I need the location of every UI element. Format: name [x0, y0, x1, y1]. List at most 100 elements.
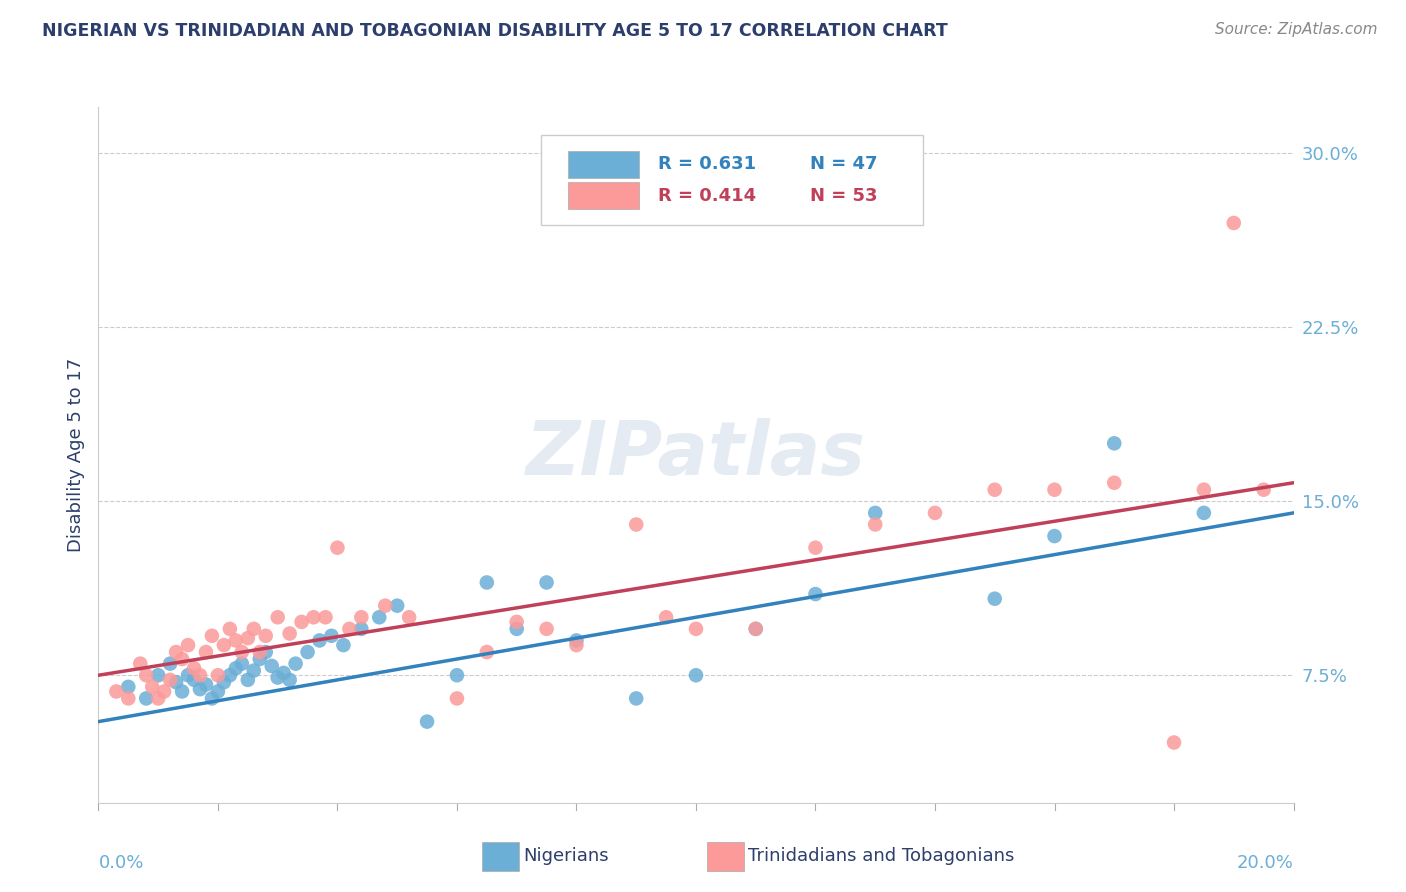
Point — [225, 633, 247, 648]
Point — [165, 675, 187, 690]
Point — [201, 629, 224, 643]
Point — [1104, 436, 1126, 450]
Point — [506, 615, 529, 629]
Point — [183, 673, 205, 687]
Point — [188, 682, 211, 697]
Point — [254, 645, 277, 659]
Text: N = 47: N = 47 — [810, 155, 877, 173]
Point — [565, 638, 588, 652]
Point — [278, 673, 301, 687]
Point — [398, 610, 420, 624]
Point — [284, 657, 307, 671]
Point — [135, 668, 157, 682]
Point — [231, 645, 253, 659]
Point — [212, 675, 235, 690]
Point — [290, 615, 312, 629]
Point — [1253, 483, 1275, 497]
Point — [219, 668, 242, 682]
Point — [260, 659, 283, 673]
Point — [212, 638, 235, 652]
Point — [207, 684, 229, 698]
Text: Source: ZipAtlas.com: Source: ZipAtlas.com — [1215, 22, 1378, 37]
Point — [249, 645, 271, 659]
Text: R = 0.631: R = 0.631 — [658, 155, 756, 173]
Point — [165, 645, 187, 659]
Point — [207, 668, 229, 682]
Point — [117, 691, 139, 706]
Point — [475, 645, 498, 659]
Point — [159, 673, 181, 687]
Point — [273, 665, 295, 680]
Text: 20.0%: 20.0% — [1237, 854, 1294, 871]
Point — [225, 661, 247, 675]
Point — [655, 610, 678, 624]
Point — [183, 661, 205, 675]
Point — [302, 610, 325, 624]
Point — [1043, 483, 1066, 497]
Point — [141, 680, 163, 694]
Point — [1104, 475, 1126, 490]
Point — [135, 691, 157, 706]
Point — [385, 599, 409, 613]
Point — [172, 652, 194, 666]
Point — [201, 691, 224, 706]
Point — [446, 691, 468, 706]
Text: Trinidadians and Tobagonians: Trinidadians and Tobagonians — [748, 847, 1014, 865]
Point — [243, 622, 266, 636]
FancyBboxPatch shape — [568, 182, 638, 210]
Point — [1192, 506, 1215, 520]
Point — [1043, 529, 1066, 543]
Point — [350, 610, 373, 624]
Point — [374, 599, 396, 613]
Point — [804, 587, 827, 601]
Point — [446, 668, 468, 682]
Point — [685, 668, 707, 682]
Point — [177, 638, 200, 652]
Point — [865, 506, 887, 520]
Point — [565, 633, 588, 648]
Point — [243, 664, 266, 678]
FancyBboxPatch shape — [568, 151, 638, 178]
Y-axis label: Disability Age 5 to 17: Disability Age 5 to 17 — [66, 358, 84, 552]
Text: ZIPatlas: ZIPatlas — [526, 418, 866, 491]
Point — [153, 684, 176, 698]
Point — [117, 680, 139, 694]
Point — [368, 610, 391, 624]
Point — [194, 645, 218, 659]
Point — [267, 610, 290, 624]
Point — [231, 657, 253, 671]
Point — [536, 622, 558, 636]
Point — [308, 633, 330, 648]
Point — [865, 517, 887, 532]
Point — [983, 591, 1005, 606]
Point — [332, 638, 354, 652]
Point — [416, 714, 439, 729]
Point — [1192, 483, 1215, 497]
Point — [148, 691, 170, 706]
Point — [236, 673, 259, 687]
Point — [219, 622, 242, 636]
Point — [536, 575, 558, 590]
Point — [350, 622, 373, 636]
Point — [624, 691, 647, 706]
Point — [249, 652, 271, 666]
Point — [1223, 216, 1246, 230]
Point — [506, 622, 529, 636]
Point — [194, 677, 218, 691]
Point — [339, 622, 360, 636]
Point — [105, 684, 128, 698]
Point — [177, 668, 200, 682]
Text: Nigerians: Nigerians — [523, 847, 609, 865]
Point — [624, 517, 647, 532]
Point — [129, 657, 152, 671]
Point — [745, 622, 768, 636]
Point — [297, 645, 319, 659]
Point — [475, 575, 498, 590]
Point — [804, 541, 827, 555]
Text: N = 53: N = 53 — [810, 186, 877, 205]
Point — [1163, 735, 1185, 749]
Point — [236, 631, 259, 645]
Point — [188, 668, 211, 682]
Point — [159, 657, 181, 671]
Text: 0.0%: 0.0% — [98, 854, 143, 871]
